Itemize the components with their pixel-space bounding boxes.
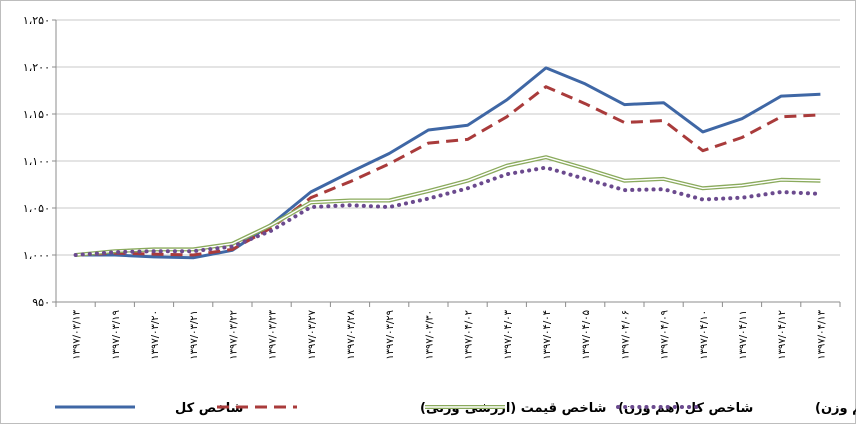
y-tick-label: ۱،۱۰۰	[23, 155, 50, 168]
series-lines	[73, 66, 823, 260]
legend: شاخص کل شاخص قیمت (ارزشی-وزنی) شاخص کل (هم…	[55, 401, 856, 416]
x-tick-label: ۱۳۹۷/۰۴/۰۳	[503, 309, 514, 359]
series-line-3	[73, 165, 823, 257]
legend-item-1: شاخص قیمت (ارزشی-وزنی)	[217, 401, 606, 416]
x-tick-label: ۱۳۹۷/۰۳/۱۹	[111, 310, 122, 360]
axes	[52, 19, 841, 307]
legend-label-3: شاخص قیمت (هم وزن)	[815, 401, 856, 416]
series-line-1	[75, 85, 821, 257]
y-axis-tick-labels: ۹۵۰ ۱،۰۰۰ ۱،۰۵۰ ۱،۱۰۰ ۱،۱۵۰ ۱،۲۰۰ ۱،۲۵۰	[23, 14, 50, 309]
series-line-0	[75, 66, 821, 260]
legend-label-2: شاخص کل (هم وزن)	[618, 401, 753, 416]
series-line-2-outer	[75, 155, 821, 257]
x-axis-tick-labels: ۱۳۹۷/۰۳/۱۳ ۱۳۹۷/۰۳/۱۹ ۱۳۹۷/۰۳/۲۰ ۱۳۹۷/۰۳/۲۱…	[72, 309, 828, 359]
x-tick-label: ۱۳۹۷/۰۳/۲۱	[189, 310, 200, 360]
x-tick-label: ۱۳۹۷/۰۳/۳۰	[424, 310, 435, 360]
legend-label-0: شاخص کل	[175, 401, 243, 416]
x-tick-label: ۱۳۹۷/۰۴/۰۹	[660, 310, 671, 360]
y-tick-label: ۱،۰۵۰	[23, 202, 50, 215]
legend-item-0: شاخص کل	[55, 401, 243, 416]
legend-item-2: شاخص کل (هم وزن)	[425, 401, 753, 416]
x-tick-label: ۱۳۹۷/۰۴/۱۰	[699, 310, 710, 360]
x-tick-label: ۱۳۹۷/۰۴/۱۳	[816, 309, 827, 359]
x-tick-label: ۱۳۹۷/۰۳/۲۸	[346, 309, 357, 359]
x-tick-label: ۱۳۹۷/۰۴/۰۵	[581, 310, 592, 360]
x-tick-label: ۱۳۹۷/۰۳/۲۹	[385, 310, 396, 360]
gridlines	[56, 19, 840, 256]
x-tick-label: ۱۳۹۷/۰۴/۰۴	[542, 310, 553, 360]
x-tick-label: ۱۳۹۷/۰۴/۱۲	[777, 310, 788, 360]
x-tick-label: ۱۳۹۷/۰۴/۰۲	[464, 310, 475, 360]
y-tick-label: ۱،۱۵۰	[23, 108, 50, 121]
y-tick-label: ۱،۰۰۰	[23, 249, 50, 262]
x-tick-label: ۱۳۹۷/۰۳/۲۷	[307, 309, 318, 359]
legend-label-1: شاخص قیمت (ارزشی-وزنی)	[420, 401, 606, 416]
x-tick-label: ۱۳۹۷/۰۳/۲۳	[268, 309, 279, 359]
x-tick-label: ۱۳۹۷/۰۳/۱۳	[72, 309, 83, 359]
y-tick-label: ۱،۲۰۰	[23, 61, 50, 74]
x-tick-label: ۱۳۹۷/۰۳/۲۲	[228, 310, 239, 360]
y-tick-label: ۱،۲۵۰	[23, 14, 50, 27]
legend-item-3: شاخص قیمت (هم وزن)	[616, 401, 856, 416]
x-tick-label: ۱۳۹۷/۰۴/۰۶	[620, 310, 631, 360]
x-tick-label: ۱۳۹۷/۰۴/۱۱	[738, 310, 749, 360]
y-tick-label: ۹۵۰	[32, 296, 50, 309]
x-tick-label: ۱۳۹۷/۰۳/۲۰	[150, 310, 161, 360]
series-line-2-inner	[75, 156, 821, 256]
